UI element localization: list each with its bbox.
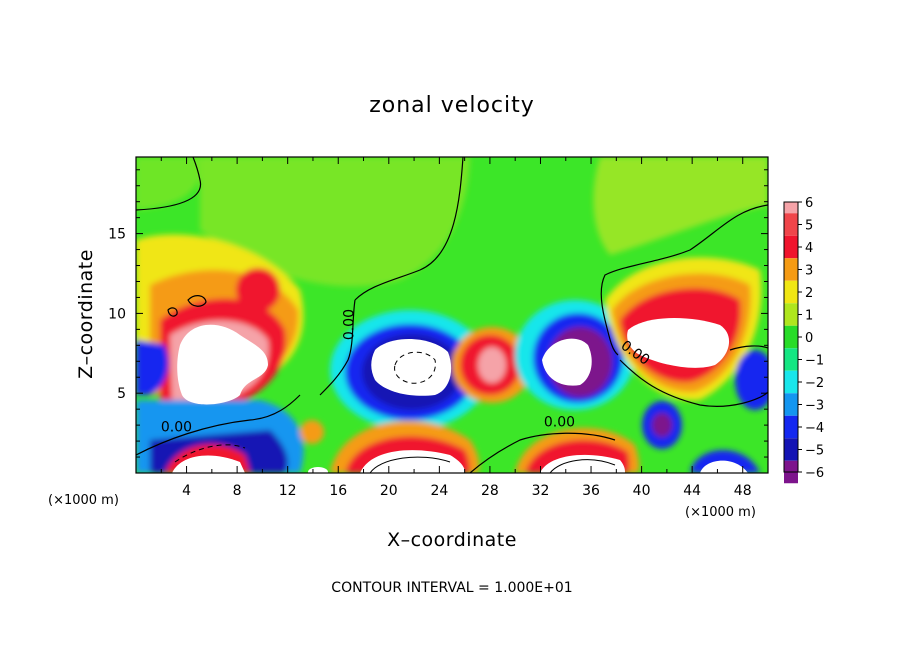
x-tick-label: 32 [532,483,550,499]
y-tick-label: 5 [117,386,126,402]
contour-positive-bottom-right [549,459,616,473]
colorbar-cell [784,303,798,326]
overflow-region-small-x13 [308,467,328,473]
contour-loop-small-left [187,295,207,307]
colorbar-cell [784,280,798,304]
field-region-blue-far-right [735,350,768,410]
contour-zero-mid-center [319,299,356,396]
colorbar-tick-label: 0 [805,331,813,346]
x-tick-label: 40 [633,483,651,499]
overflow-region-right-cell [542,338,592,386]
y-tick-label: 10 [108,306,126,322]
overflow-regions [172,318,748,473]
colorbar-cell [784,202,798,214]
contour-positive-bottom-center [369,456,451,473]
field-region-upper-right [593,157,768,255]
x-axis-unit-label: (×1000 m) [685,505,756,520]
heatmap-field: 0.00 0.000.000.00 [136,157,768,473]
contour-label: 0.00 [544,415,575,431]
overflow-region-bottom-right [540,454,625,473]
contour-loop-right-edge [729,345,768,351]
x-tick-label: 20 [380,483,398,499]
colorbar-tick-label: 2 [805,286,813,301]
contour-zero-upper-center [354,157,464,301]
colorbar-cell [784,235,798,259]
field-region-upper-left [136,157,202,210]
contour-loop-small-edge [167,307,178,317]
colorbar-tick-label: 1 [805,309,813,324]
x-tick-label: 36 [582,483,600,499]
colorbar-tick-label: −5 [805,444,824,459]
y-axis-label: Z–coordinate [75,249,97,379]
field-region-pink-x28 [478,347,506,383]
colorbar-cell [784,258,798,281]
colorbar-cell [784,370,798,394]
colorbar-cell [784,348,798,371]
x-tick-label: 48 [734,483,752,499]
x-axis-label: X–coordinate [387,529,517,551]
contour-lines [136,157,768,473]
field-region-purple-bottom-right [652,413,672,437]
y-axis-unit-label: (×1000 m) [48,493,119,508]
overflow-region-center [371,338,452,396]
colorbar-tick-label: 4 [805,241,813,256]
contour-lines-negative [174,351,436,463]
plot-frame [135,156,769,474]
chart-title: zonal velocity [369,93,535,118]
contour-zero-upper-left [136,157,202,211]
colorbar-cell [784,213,798,236]
overflow-region-bottom-center [360,450,465,473]
contour-label: 0.00 [341,309,357,340]
colorbar-tick-label: −2 [805,376,824,391]
overflow-region-left [177,324,268,405]
field-region-blue-left-edge [136,340,169,395]
colorbar-tick-label: 6 [805,196,813,211]
contour-zero-mid-right [619,359,768,407]
overflow-region-bottom-left [172,455,245,473]
contour-negative-center [394,351,436,384]
y-tick-label: 15 [108,227,126,243]
colorbar-tick-label: 5 [805,219,813,234]
colorbar-cell [784,438,798,461]
contour-lines-positive [369,456,616,473]
colorbar-tick-label: −4 [805,421,824,436]
colorbar-tick-label: −3 [805,399,824,414]
overflow-region-bottom-x47 [700,460,748,473]
x-tick-label: 24 [430,483,448,499]
x-tick-label: 12 [279,483,297,499]
colorbar-tick-label: −6 [805,466,824,481]
x-tick-label: 44 [683,483,701,499]
contour-label: 0.00 [161,420,192,436]
field-peak-red-1 [236,268,280,312]
field-region-orange-x14 [300,420,324,444]
colorbar-tick-label: 3 [805,264,813,279]
contour-zero-bottom-center [469,432,616,473]
colorbar-tick-label: −1 [805,354,824,369]
colorbar: 6 5 4 3 2 1 0 −1 −2 −3 −4 −5 −6 [783,196,824,484]
colorbar-cell [784,415,798,439]
x-tick-label: 16 [329,483,347,499]
contour-zero-upper-right [600,204,768,356]
x-tick-label: 4 [182,483,191,499]
contour-negative-bottom-left [174,444,246,463]
x-tick-label: 28 [481,483,499,499]
colorbar-cell [784,325,798,349]
colorbar-cell [784,393,798,416]
x-tick-label: 8 [233,483,242,499]
overflow-region-right-wind [627,318,730,368]
contour-interval-note: CONTOUR INTERVAL = 1.000E+01 [331,580,572,596]
contour-zero-bottom-left [136,394,301,456]
field-region-upper [200,157,470,287]
